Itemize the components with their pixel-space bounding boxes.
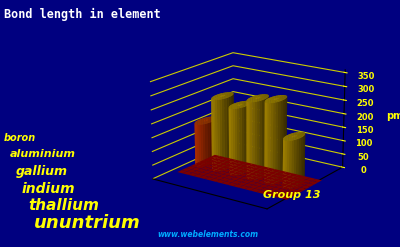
Text: gallium: gallium: [16, 165, 68, 179]
Text: www.webelements.com: www.webelements.com: [158, 230, 258, 239]
Text: Group 13: Group 13: [263, 190, 321, 200]
Text: aluminium: aluminium: [10, 149, 76, 159]
Text: boron: boron: [4, 133, 36, 143]
Text: ununtrium: ununtrium: [34, 214, 141, 232]
Text: Bond length in element: Bond length in element: [4, 7, 161, 21]
Text: thallium: thallium: [28, 198, 99, 213]
Text: indium: indium: [22, 182, 76, 196]
